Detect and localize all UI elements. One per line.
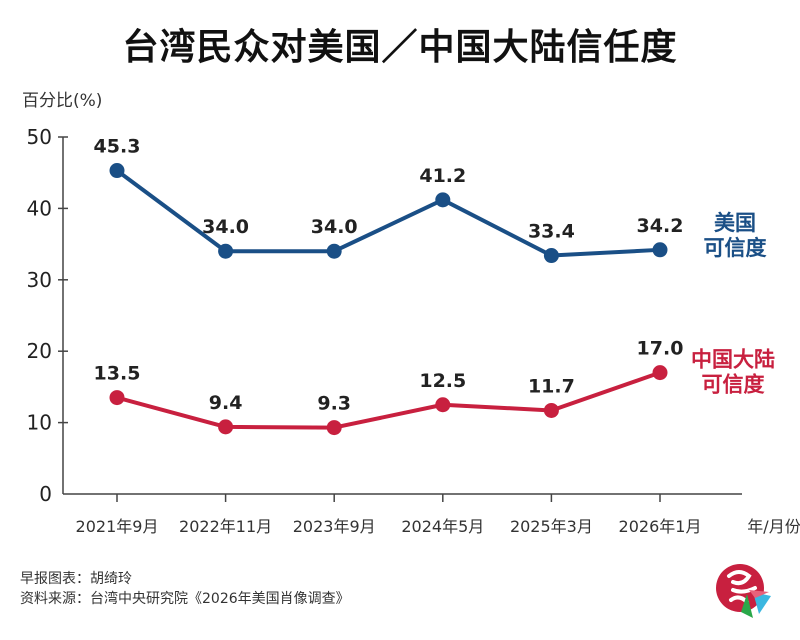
- data-point: [218, 243, 234, 259]
- y-tick-label: 20: [27, 339, 52, 363]
- data-label: 45.3: [94, 136, 141, 158]
- chart-title: 台湾民众对美国／中国大陆信任度: [122, 27, 678, 68]
- data-point: [326, 243, 342, 259]
- y-axis-label: 百分比(%): [22, 91, 103, 111]
- x-tick-label: 2023年9月: [293, 517, 376, 536]
- data-point: [435, 397, 451, 413]
- data-source: 资料来源：台湾中央研究院《2026年美国肖像调查》: [20, 591, 350, 607]
- data-label: 17.0: [637, 338, 684, 360]
- y-tick-label: 30: [27, 268, 52, 292]
- series-line: [116, 370, 661, 430]
- data-point: [109, 390, 125, 406]
- axes: 0 10 20 30 40 50 2021年9月 2022年11月 2023年9月 2024年5月…: [27, 125, 800, 536]
- data-label: 9.4: [209, 392, 243, 414]
- data-point: [109, 163, 125, 179]
- y-tick-label: 10: [27, 411, 52, 435]
- y-tick-label: 50: [27, 125, 52, 149]
- data-label: 13.5: [94, 363, 141, 385]
- series-label: 可信度: [704, 236, 767, 260]
- data-label: 12.5: [419, 370, 466, 392]
- data-point: [326, 420, 342, 436]
- data-label: 34.2: [637, 215, 684, 237]
- series-line: [115, 168, 661, 258]
- series-label: 美国: [714, 211, 756, 235]
- data-point: [543, 402, 559, 418]
- y-tick-label: 0: [39, 482, 52, 506]
- data-label: 34.0: [311, 216, 358, 238]
- zaobao-logo-icon: [716, 564, 771, 618]
- x-tick-label: 2024年5月: [401, 517, 484, 536]
- x-tick-label: 2021年9月: [76, 517, 159, 536]
- x-axis-label: 年/月份: [747, 517, 800, 536]
- x-tick-label: 2025年3月: [510, 517, 593, 536]
- x-tick-label: 2026年1月: [619, 517, 702, 536]
- chart-credit: 早报图表：胡绮玲: [20, 571, 132, 587]
- data-label: 41.2: [419, 165, 466, 187]
- series-label: 中国大陆: [691, 348, 775, 372]
- data-point: [652, 365, 668, 381]
- data-label: 9.3: [317, 393, 351, 415]
- data-label: 11.7: [528, 375, 575, 397]
- data-label: 34.0: [202, 216, 249, 238]
- data-label: 33.4: [528, 221, 575, 243]
- data-point: [435, 192, 451, 208]
- data-point: [652, 242, 668, 258]
- x-tick-label: 2022年11月: [179, 517, 272, 536]
- y-tick-label: 40: [27, 196, 52, 220]
- data-point: [218, 419, 234, 435]
- data-point: [543, 248, 559, 264]
- series-label: 可信度: [702, 373, 765, 397]
